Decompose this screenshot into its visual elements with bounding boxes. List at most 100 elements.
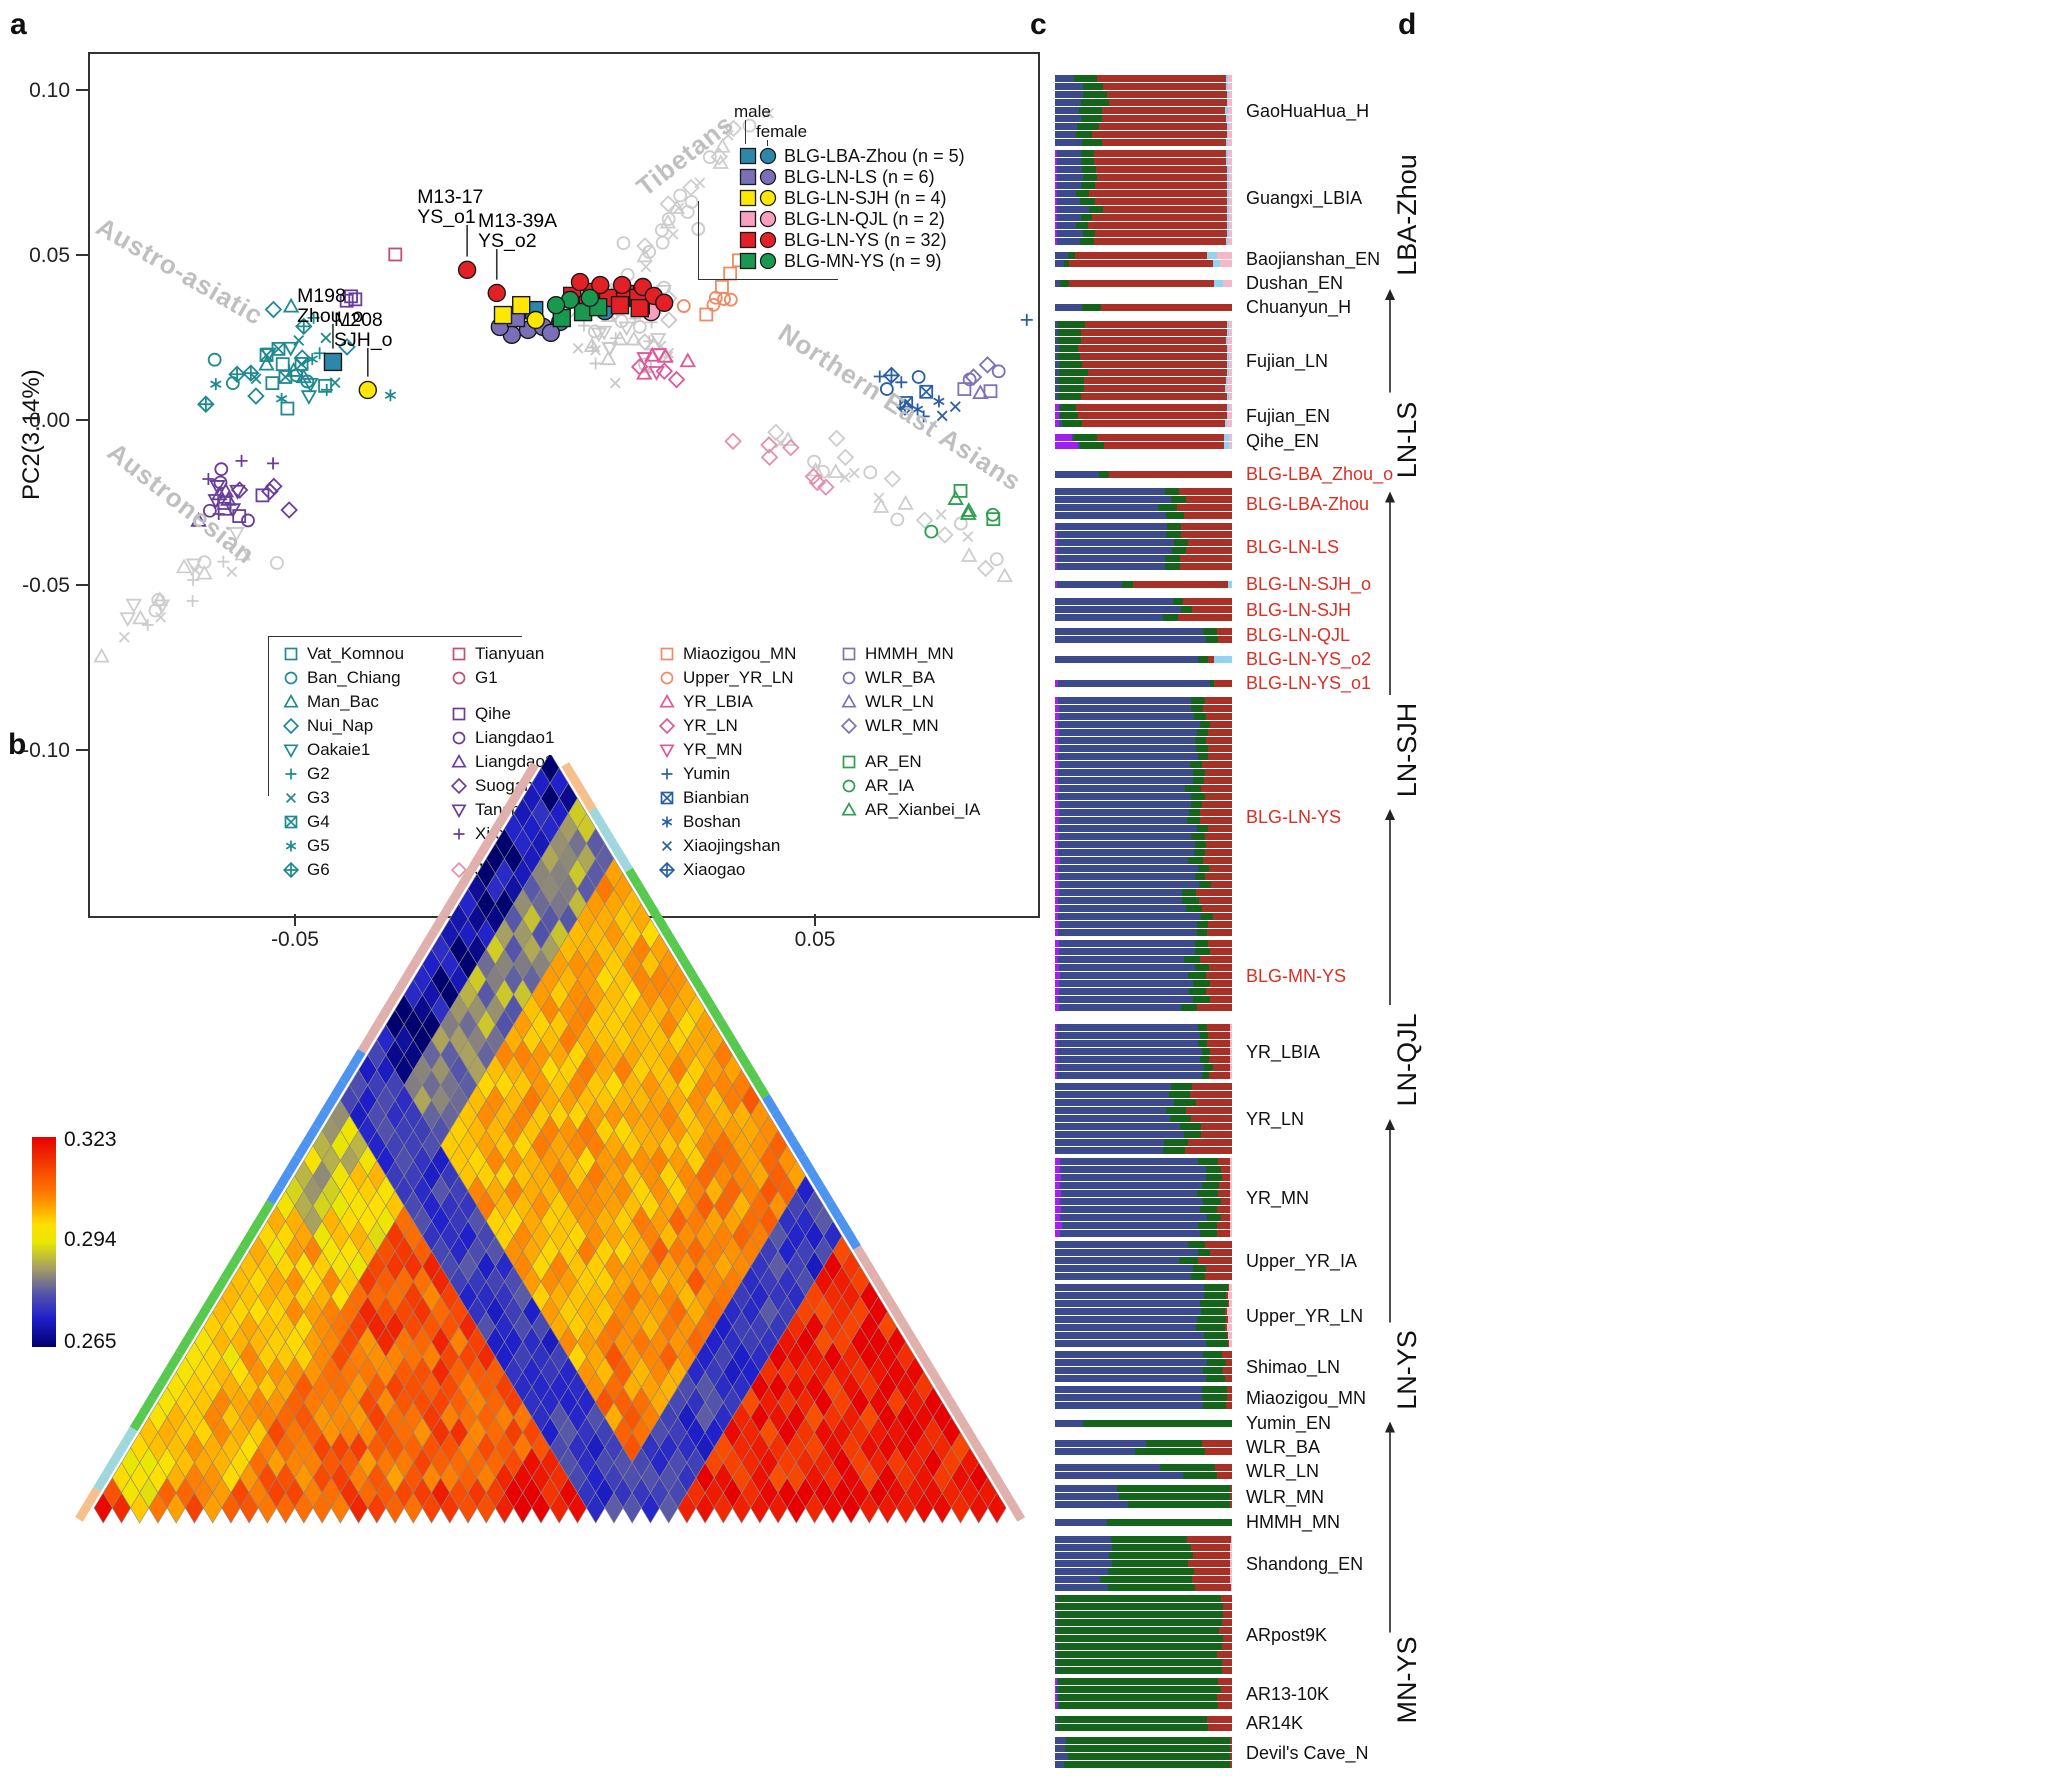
admixture-row <box>1055 75 1232 82</box>
male-pointer-line <box>745 120 746 144</box>
admixture-row <box>1055 697 1232 704</box>
admixture-group: HMMH_MN <box>1055 1512 1393 1533</box>
admixture-row <box>1055 123 1232 130</box>
admixture-group-label: Miaozigou_MN <box>1246 1387 1367 1408</box>
admixture-row <box>1055 441 1232 449</box>
legend-item: Vat_Komnou <box>282 642 450 666</box>
admixture-group-label: BLG-MN-YS <box>1246 965 1347 986</box>
y-tick-label: -0.05 <box>22 574 70 597</box>
admixture-row <box>1055 1686 1232 1693</box>
admixture-row <box>1055 1552 1232 1559</box>
svg-text:YS_o2: YS_o2 <box>478 230 537 252</box>
admixture-row <box>1055 1761 1232 1768</box>
legend-item: WLR_BA <box>840 666 1010 690</box>
admixture-row <box>1055 531 1232 538</box>
admixture-row <box>1055 1273 1232 1280</box>
blg-legend-item: BLG-LN-LS (n = 6) <box>738 167 965 187</box>
admixture-group: Fujian_LN <box>1055 321 1393 401</box>
admixture-row <box>1055 1723 1232 1731</box>
admixture-row <box>1055 972 1232 979</box>
admixture-row <box>1055 353 1233 360</box>
admixture-row <box>1055 705 1232 712</box>
admixture-group: BLG-LBA-Zhou <box>1055 488 1393 520</box>
admixture-row <box>1055 1056 1232 1063</box>
legend-item: Xiaogao <box>658 858 840 882</box>
admixture-row <box>1055 1040 1232 1047</box>
legend-bracket-vline <box>698 201 699 279</box>
admixture-row <box>1055 190 1232 197</box>
pca-panel: M13-17 YS_o1 M13-39A YS_o2 M198 Zhou_o M208 SJH… <box>0 0 1045 1000</box>
admixture-row <box>1055 512 1232 519</box>
admixture-group-label: Devil's Cave_N <box>1246 1742 1369 1763</box>
admixture-row <box>1055 1123 1232 1130</box>
admixture-row <box>1055 1158 1232 1165</box>
admixture-group: BLG-LN-LS <box>1055 523 1393 571</box>
heatmap-colorbar-min: 0.265 <box>64 1330 117 1353</box>
admixture-row <box>1055 1694 1232 1701</box>
admixture-row <box>1055 555 1232 562</box>
admixture-group: WLR_BA <box>1055 1437 1393 1458</box>
admixture-row <box>1055 214 1232 221</box>
admixture-row <box>1055 1214 1232 1221</box>
admixture-group: Miaozigou_MN <box>1055 1386 1393 1410</box>
admixture-row <box>1055 1447 1232 1455</box>
svg-text:YS_o1: YS_o1 <box>417 206 476 228</box>
admixture-row <box>1055 251 1232 259</box>
legend-item: Oakaie1 <box>282 738 450 762</box>
admixture-row <box>1055 174 1232 181</box>
admixture-row <box>1055 385 1232 392</box>
admixture-group-label: BLG-LBA-Zhou <box>1246 493 1370 514</box>
f4-series-label: LN-LS <box>1392 402 1422 479</box>
legend-item: AR_Xianbei_IA <box>840 798 1010 822</box>
admixture-row <box>1055 1099 1232 1106</box>
admixture-row <box>1055 1715 1232 1723</box>
admixture-group-label: BLG-LN-SJH_o <box>1246 574 1372 594</box>
legend-item: YR_LN <box>658 714 840 738</box>
admixture-row <box>1055 539 1232 546</box>
admixture-row <box>1055 761 1232 768</box>
admixture-row <box>1055 1584 1232 1591</box>
admixture-row <box>1055 729 1232 736</box>
admixture-row <box>1055 1667 1232 1674</box>
admixture-row <box>1055 929 1232 936</box>
admixture-group-label: BLG-LN-YS_o2 <box>1246 649 1372 669</box>
admixture-row <box>1055 1284 1232 1291</box>
heatmap-panel: 0.323 0.294 0.265 Nepal_Samzdong_IANepal… <box>0 700 1045 1787</box>
admixture-row <box>1055 1292 1232 1299</box>
y-tick <box>76 254 88 256</box>
admixture-row <box>1055 713 1232 720</box>
admixture-row <box>1055 1048 1232 1055</box>
admixture-row <box>1055 1643 1232 1650</box>
f4-series-label: LN-YS <box>1392 1330 1422 1410</box>
admixture-row <box>1055 905 1232 912</box>
admixture-row <box>1055 412 1232 419</box>
legend-item: Tianyuan <box>450 642 658 666</box>
y-tick <box>76 749 88 751</box>
admixture-group: YR_MN <box>1055 1158 1393 1238</box>
admixture-row <box>1055 785 1232 792</box>
admixture-row <box>1055 1702 1232 1709</box>
admixture-row <box>1055 1619 1232 1626</box>
admixture-row <box>1055 635 1232 643</box>
legend-item: Xiaojingshan <box>658 834 840 858</box>
admixture-row <box>1055 361 1232 368</box>
admixture-group-label: BLG-LN-YS_o1 <box>1246 673 1372 693</box>
admixture-group-label: Fujian_EN <box>1246 405 1331 426</box>
admixture-row <box>1055 139 1233 146</box>
x-tick-label: 0.05 <box>794 928 836 951</box>
admixture-row <box>1055 230 1232 237</box>
admixture-row <box>1055 523 1232 530</box>
admixture-row <box>1055 849 1232 856</box>
admixture-group: Devil's Cave_N <box>1055 1737 1393 1769</box>
panel-letter-c: c <box>1030 8 1047 41</box>
admixture-row <box>1055 1659 1232 1666</box>
admixture-row <box>1055 1367 1232 1374</box>
admixture-group-label: BLG-LN-SJH <box>1246 599 1352 620</box>
admixture-group: BLG-MN-YS <box>1055 940 1393 1012</box>
y-tick <box>76 419 88 421</box>
admixture-row <box>1055 1560 1232 1567</box>
admixture-row <box>1055 1249 1232 1256</box>
x-tick <box>814 914 816 926</box>
admixture-row <box>1055 913 1232 920</box>
admixture-group: Dushan_EN <box>1055 273 1393 294</box>
